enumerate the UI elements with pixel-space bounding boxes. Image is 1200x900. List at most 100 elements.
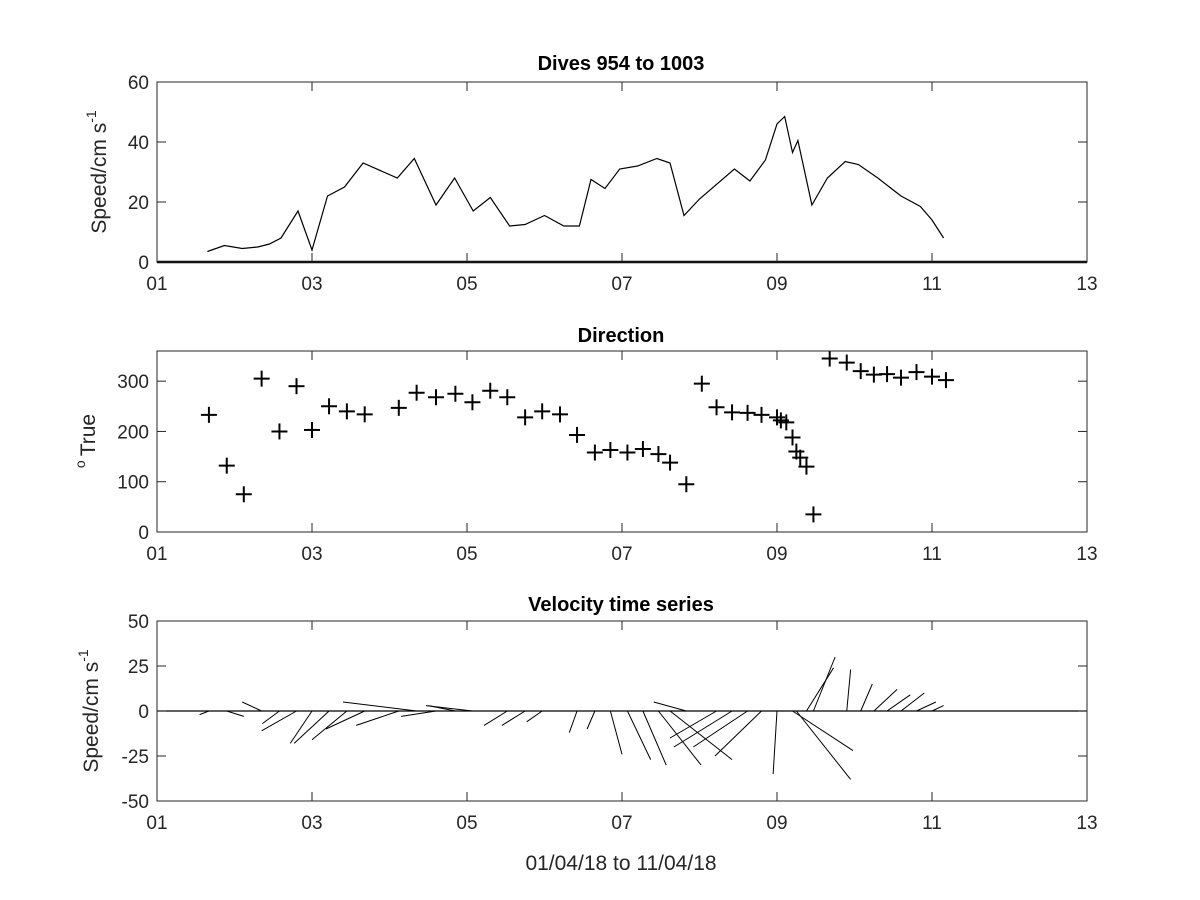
speed-panel-ylabel-main: Speed/cm s bbox=[88, 123, 111, 234]
speed-panel-xtick-label: 09 bbox=[766, 274, 787, 295]
velocity-stick bbox=[806, 667, 834, 712]
direction-point bbox=[924, 368, 940, 385]
speed-panel-ylabel-sup: -1 bbox=[83, 110, 99, 123]
velocity-stick bbox=[526, 710, 543, 723]
speed-panel-ylabel: Speed/cm s-1 bbox=[83, 110, 111, 234]
velocity-panel-ylabel: Speed/cm s-1 bbox=[75, 649, 103, 773]
direction-panel-ytick-label: 100 bbox=[117, 473, 149, 494]
direction-panel-ytick-label: 0 bbox=[138, 523, 149, 544]
velocity-stick bbox=[342, 701, 417, 712]
speed-panel-xtick-label: 03 bbox=[301, 274, 322, 295]
direction-panel-xtick-label: 03 bbox=[301, 544, 322, 565]
velocity-panel-xtick-label: 07 bbox=[611, 813, 632, 834]
speed-panel-ytick-label: 60 bbox=[128, 73, 149, 94]
direction-point bbox=[200, 406, 217, 423]
velocity-panel-ylabel-main: Speed/cm s bbox=[80, 662, 103, 773]
velocity-panel-xtick-label: 03 bbox=[301, 813, 322, 834]
direction-point bbox=[517, 409, 534, 426]
velocity-stick bbox=[795, 710, 852, 780]
speed-panel: Dives 954 to 1003 Speed/cm s-1 01 03 05 07 0… bbox=[83, 53, 1098, 295]
velocity-panel-xtick-label: 01 bbox=[146, 813, 167, 834]
velocity-stick bbox=[812, 656, 836, 712]
direction-point bbox=[304, 421, 320, 438]
direction-point bbox=[499, 389, 516, 406]
direction-panel-xtick-label: 13 bbox=[1076, 544, 1097, 565]
direction-point bbox=[693, 375, 710, 392]
direction-point bbox=[678, 476, 695, 493]
speed-panel-title: Dives 954 to 1003 bbox=[538, 53, 705, 75]
velocity-stick bbox=[289, 710, 313, 744]
velocity-stick bbox=[311, 710, 348, 741]
velocity-panel-ylabel-sup: -1 bbox=[75, 649, 91, 662]
direction-panel-xtick-label: 07 bbox=[611, 544, 632, 565]
velocity-stick bbox=[262, 710, 280, 725]
velocity-panel-ytick-label: -25 bbox=[122, 747, 149, 768]
direction-point bbox=[724, 404, 741, 421]
velocity-stick bbox=[242, 701, 262, 712]
velocity-panel-ytick-label: 0 bbox=[138, 702, 149, 723]
direction-panel-ylabel: o True bbox=[72, 414, 100, 468]
velocity-stick bbox=[669, 710, 733, 760]
direction-point bbox=[356, 406, 373, 423]
speed-panel-xtick-label: 05 bbox=[456, 274, 477, 295]
direction-panel-marks bbox=[200, 350, 954, 523]
velocity-stick bbox=[714, 710, 762, 757]
velocity-stick bbox=[846, 669, 852, 712]
velocity-stick bbox=[642, 710, 667, 766]
velocity-stick bbox=[669, 710, 717, 739]
direction-point bbox=[634, 441, 651, 458]
direction-panel: Direction o True 01 03 05 07 09 11 13 0 100 200 300 bbox=[72, 325, 1098, 565]
direction-point bbox=[650, 446, 667, 463]
direction-point bbox=[619, 444, 636, 461]
direction-panel-xtick-label: 01 bbox=[146, 544, 167, 565]
direction-panel-title: Direction bbox=[578, 325, 665, 347]
direction-point bbox=[893, 369, 909, 386]
speed-panel-xtick-label: 01 bbox=[146, 274, 167, 295]
direction-point bbox=[662, 454, 679, 471]
velocity-stick bbox=[586, 710, 596, 730]
direction-point bbox=[569, 426, 586, 443]
velocity-stick bbox=[931, 705, 944, 712]
velocity-stick bbox=[658, 710, 702, 766]
direction-point bbox=[235, 486, 252, 503]
velocity-panel-ytick-label: -50 bbox=[122, 792, 149, 813]
velocity-stick bbox=[325, 710, 365, 730]
direction-panel-ytick-label: 300 bbox=[117, 372, 149, 393]
velocity-stick bbox=[425, 705, 473, 712]
direction-point bbox=[821, 350, 838, 367]
direction-point bbox=[739, 404, 756, 421]
direction-point bbox=[753, 406, 770, 423]
velocity-stick bbox=[626, 710, 652, 760]
direction-point bbox=[218, 457, 235, 474]
direction-panel-axes: 01 03 05 07 09 11 13 0 100 200 300 bbox=[117, 350, 1098, 565]
direction-point bbox=[390, 399, 407, 416]
velocity-stick bbox=[886, 694, 911, 712]
speed-panel-ytick-label: 40 bbox=[128, 133, 149, 154]
direction-point bbox=[798, 458, 815, 475]
direction-point bbox=[428, 389, 444, 406]
velocity-stick bbox=[293, 710, 330, 744]
velocity-stick bbox=[483, 710, 508, 726]
velocity-stick bbox=[568, 710, 578, 733]
velocity-panel-xtick-label: 05 bbox=[456, 813, 477, 834]
velocity-stick bbox=[609, 710, 623, 755]
direction-point bbox=[778, 414, 795, 431]
direction-point bbox=[805, 506, 822, 523]
velocity-panel-ytick-label: 25 bbox=[128, 657, 149, 678]
direction-point bbox=[288, 378, 305, 395]
velocity-stick bbox=[401, 710, 437, 717]
velocity-panel: Velocity time series Speed/cm s-1 01 03 05… bbox=[75, 594, 1098, 875]
direction-point bbox=[908, 364, 925, 381]
velocity-stick bbox=[226, 710, 244, 717]
direction-panel-xtick-label: 11 bbox=[922, 544, 942, 565]
direction-point bbox=[792, 449, 809, 466]
direction-point bbox=[602, 442, 619, 459]
velocity-stick bbox=[261, 710, 297, 732]
speed-panel-ytick-label: 20 bbox=[128, 193, 149, 214]
velocity-panel-xtick-label: 13 bbox=[1076, 813, 1097, 834]
velocity-stick bbox=[501, 710, 526, 726]
velocity-stick bbox=[693, 710, 748, 748]
speed-panel-xtick-label: 07 bbox=[611, 274, 632, 295]
